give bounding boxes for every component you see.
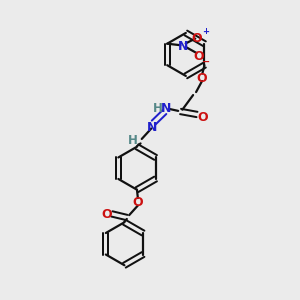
Text: +: + <box>202 27 208 36</box>
Text: H: H <box>153 102 163 115</box>
Text: O: O <box>133 196 143 209</box>
Text: O: O <box>192 32 203 45</box>
Text: H: H <box>128 134 138 147</box>
Text: N: N <box>178 40 188 53</box>
Text: N: N <box>160 102 171 115</box>
Text: −: − <box>202 57 210 67</box>
Text: O: O <box>193 50 204 63</box>
Text: O: O <box>101 208 112 221</box>
Text: O: O <box>197 111 208 124</box>
Text: O: O <box>197 71 207 85</box>
Text: N: N <box>147 121 158 134</box>
